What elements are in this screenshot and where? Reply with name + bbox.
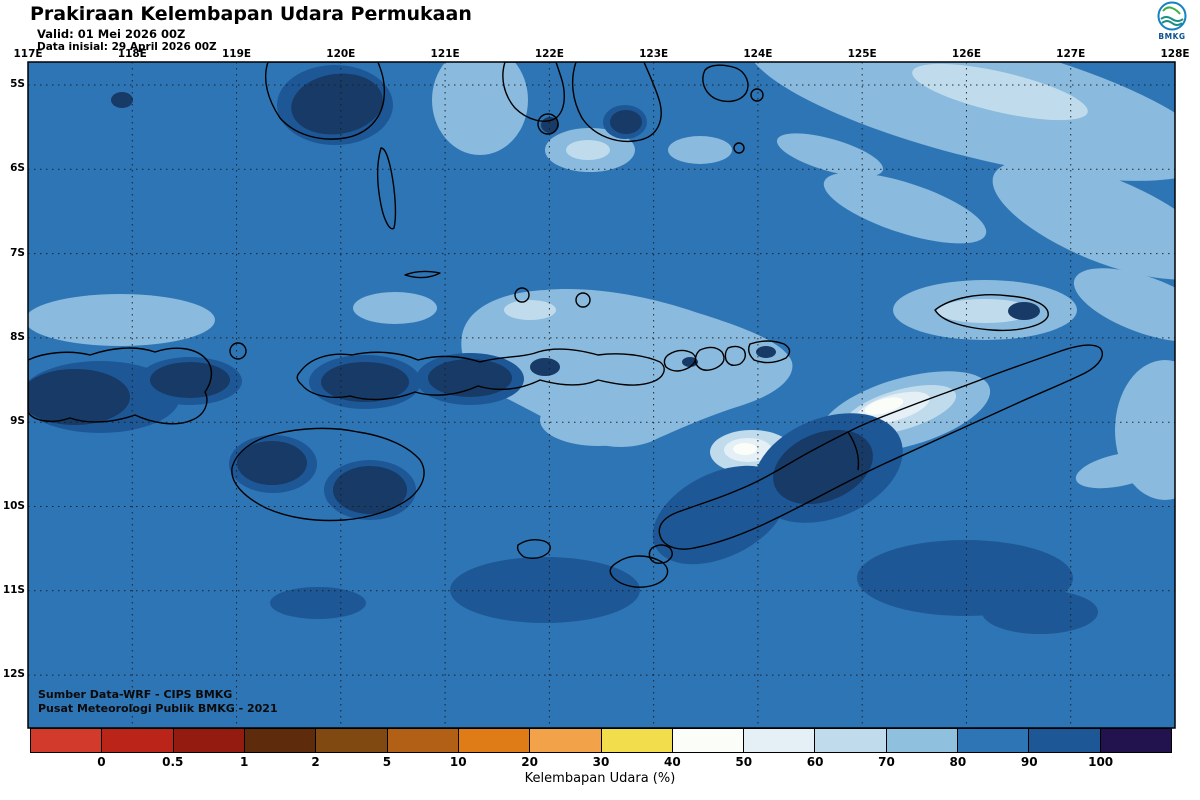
colorbar-tick: 60 xyxy=(806,755,824,769)
humidity-40-50-patches xyxy=(733,397,904,455)
lat-label: 6S xyxy=(10,162,25,175)
colorbar-segment xyxy=(958,729,1030,752)
page-title: Prakiraan Kelembapan Udara Permukaan xyxy=(30,3,472,25)
bmkg-logo-text: BMKG xyxy=(1158,32,1186,41)
lat-label: 12S xyxy=(2,668,25,681)
colorbar-tick: 0 xyxy=(97,755,106,769)
lat-label: 10S xyxy=(2,499,25,512)
lon-label: 126E xyxy=(951,48,981,60)
colorbar-segment xyxy=(1029,729,1101,752)
colorbar-tick: 10 xyxy=(449,755,467,769)
valid-time-label: Valid: 01 Mei 2026 00Z xyxy=(37,27,186,41)
lon-label: 119E xyxy=(221,48,252,60)
colorbar-segment xyxy=(102,729,174,752)
lat-label: 5S xyxy=(10,78,25,90)
lon-label: 117E xyxy=(13,48,43,60)
colorbar-tick: 30 xyxy=(592,755,610,769)
lon-label: 118E xyxy=(117,48,147,60)
lon-label: 120E xyxy=(326,48,356,60)
colorbar-tick: 20 xyxy=(521,755,538,769)
colorbar-tick: 1 xyxy=(239,755,249,769)
lon-label: 127E xyxy=(1056,48,1086,60)
lon-label: 122E xyxy=(534,48,564,60)
colorbar-tick: 90 xyxy=(1020,755,1038,769)
colorbar-tick: 80 xyxy=(949,755,967,769)
colorbar-segment xyxy=(173,729,245,752)
bmkg-logo: BMKG xyxy=(1149,1,1195,41)
colorbar-tick: 0.5 xyxy=(162,755,184,769)
legend-title: Kelembapan Udara (%) xyxy=(524,771,676,786)
colorbar-tick: 40 xyxy=(664,755,681,769)
source-line-2: Pusat Meteorologi Publik BMKG - 2021 xyxy=(38,702,278,715)
colorbar-segment xyxy=(458,729,531,752)
colorbar-segment xyxy=(886,729,959,752)
lon-label: 125E xyxy=(847,48,877,60)
initial-data-label: Data inisial: 29 April 2026 00Z xyxy=(37,41,217,53)
colorbar-segment xyxy=(815,729,887,752)
colorbar-tick: 50 xyxy=(735,755,753,769)
lon-label: 121E xyxy=(430,48,460,60)
lon-label: 124E xyxy=(743,48,773,60)
island-outlines xyxy=(28,62,1103,588)
colorbar-tick: 2 xyxy=(311,755,320,769)
lat-label: 9S xyxy=(10,415,25,428)
bmkg-logo-icon xyxy=(1157,1,1187,31)
colorbar-segment xyxy=(244,729,317,752)
humidity-colorbar xyxy=(30,728,1172,753)
colorbar-segment xyxy=(31,729,103,752)
lat-label: 8S xyxy=(10,330,25,343)
source-line-1: Sumber Data-WRF - CIPS BMKG xyxy=(38,688,233,701)
colorbar-segment xyxy=(1100,729,1171,752)
data-source-credit: Sumber Data-WRF - CIPS BMKG Pusat Meteor… xyxy=(38,688,278,716)
colorbar-segment xyxy=(672,729,745,752)
colorbar-segment xyxy=(744,729,816,752)
lon-label: 128E xyxy=(1160,48,1190,60)
colorbar-tick: 70 xyxy=(878,755,895,769)
colorbar-segment xyxy=(387,729,459,752)
lon-label: 123E xyxy=(639,48,669,60)
colorbar-segment xyxy=(530,729,602,752)
colorbar-segment xyxy=(601,729,673,752)
lat-label: 11S xyxy=(2,583,25,596)
colorbar-segment xyxy=(316,729,388,752)
lat-label: 7S xyxy=(10,246,25,259)
colorbar-tick: 5 xyxy=(382,755,392,769)
colorbar-tick: 100 xyxy=(1088,755,1114,769)
humidity-max-patches xyxy=(28,73,1040,514)
